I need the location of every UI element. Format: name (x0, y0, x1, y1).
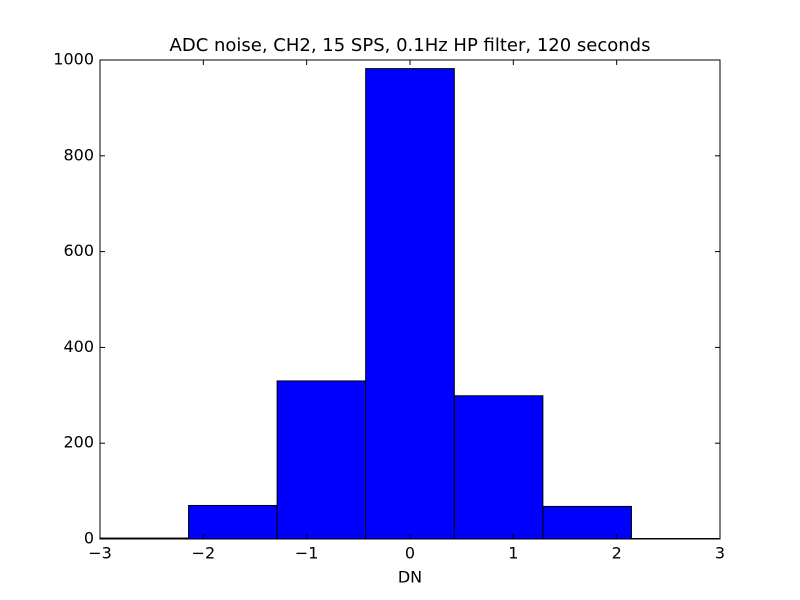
bar (542, 505, 632, 540)
y-tick-label: 600 (63, 241, 94, 260)
chart-title: ADC noise, CH2, 15 SPS, 0.1Hz HP filter,… (170, 35, 651, 56)
bar (453, 395, 544, 540)
bar (276, 380, 367, 540)
x-axis-label: DN (398, 568, 422, 587)
x-tick-label: 3 (715, 544, 725, 563)
x-tick-label: 0 (405, 544, 415, 563)
y-tick-label: 0 (84, 529, 94, 548)
bar (188, 504, 278, 540)
bar (365, 68, 455, 540)
y-tick-label: 1000 (53, 50, 94, 69)
x-tick-label: −2 (192, 544, 216, 563)
x-tick-label: −3 (88, 544, 112, 563)
x-tick-label: 2 (612, 544, 622, 563)
x-tick-label: 1 (508, 544, 518, 563)
y-tick-label: 400 (63, 337, 94, 356)
y-tick-label: 800 (63, 145, 94, 164)
y-tick-label: 200 (63, 433, 94, 452)
x-tick-label: −1 (295, 544, 319, 563)
